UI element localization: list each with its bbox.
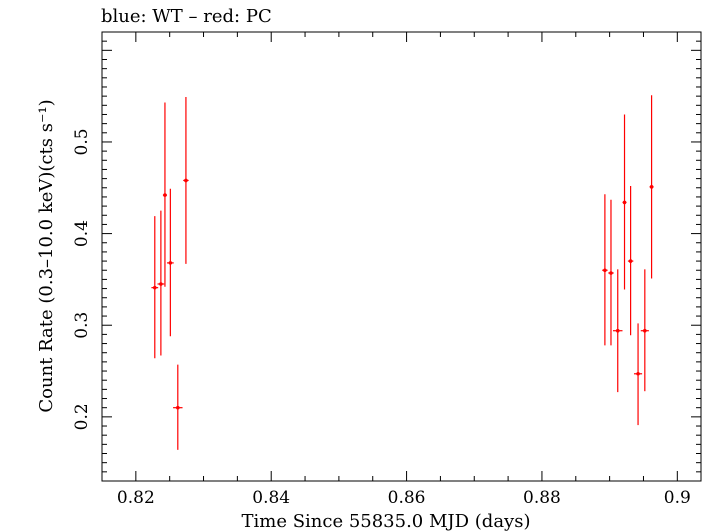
x-tick-label: 0.88 — [523, 488, 561, 508]
data-point — [640, 269, 649, 392]
x-tick-label: 0.82 — [117, 488, 155, 508]
point-marker — [643, 328, 647, 333]
y-tick-label: 0.2 — [72, 403, 92, 430]
data-layer — [151, 95, 654, 450]
data-point — [649, 95, 654, 279]
point-marker — [184, 178, 188, 183]
y-tick-label: 0.3 — [72, 312, 92, 339]
point-marker — [615, 328, 620, 333]
x-axis-label: Time Since 55835.0 MJD (days) — [241, 511, 530, 532]
point-marker — [622, 200, 627, 205]
chart-title: blue: WT – red: PC — [101, 6, 272, 27]
point-marker — [628, 259, 633, 263]
x-tick-label: 0.9 — [664, 488, 691, 508]
point-marker — [609, 271, 613, 275]
data-point — [622, 114, 627, 290]
y-tick-label: 0.4 — [72, 220, 92, 247]
y-axis-label: Count Rate (0.3–10.0 keV)(cts s⁻¹) — [36, 99, 57, 412]
y-axis: 0.2 0.3 0.4 0.5 — [72, 31, 701, 473]
data-point — [608, 199, 614, 346]
data-point — [183, 97, 189, 264]
plot-frame — [101, 31, 702, 482]
x-axis: 0.82 0.84 0.86 0.88 0.9 — [117, 32, 691, 508]
data-point — [613, 269, 623, 393]
point-marker — [163, 193, 167, 197]
x-tick-label: 0.86 — [388, 488, 426, 508]
data-point — [173, 364, 183, 450]
data-point — [166, 188, 174, 337]
data-point — [627, 185, 634, 336]
data-point — [602, 194, 608, 346]
point-marker — [176, 405, 180, 410]
x-tick-label: 0.84 — [252, 488, 290, 508]
point-marker — [636, 371, 640, 376]
y-tick-label: 0.5 — [72, 128, 92, 155]
point-marker — [168, 261, 173, 265]
data-point — [162, 102, 167, 287]
data-point — [633, 323, 643, 426]
point-marker — [152, 285, 157, 290]
point-marker — [159, 282, 163, 286]
point-marker — [603, 268, 607, 273]
data-point — [151, 216, 159, 359]
point-marker — [649, 185, 654, 189]
data-point — [157, 210, 165, 356]
